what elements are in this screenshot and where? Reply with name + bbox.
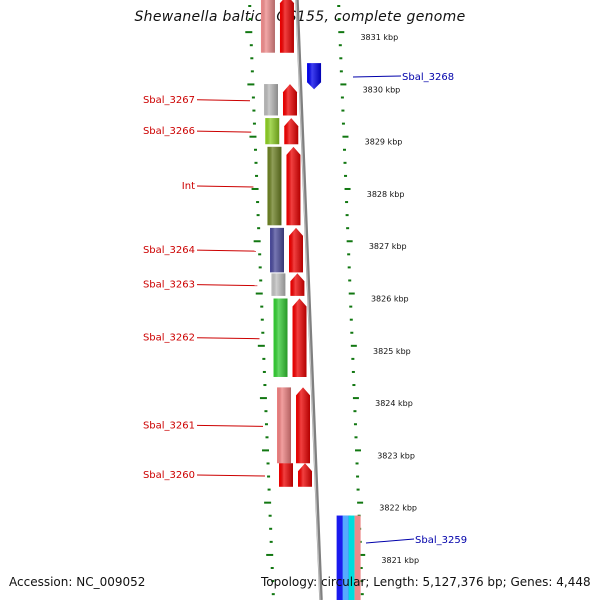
kbp-label: 3821 kbp	[381, 556, 419, 565]
gene-label-sbal_3267: Sbal_3267	[143, 95, 195, 106]
kbp-label: 3827 kbp	[369, 242, 407, 251]
gene-block-shade	[271, 273, 286, 296]
reverse-gene-block	[354, 515, 361, 600]
forward-gene-arrow-shade	[282, 84, 297, 116]
gene-label-sbal_3264: Sbal_3264	[143, 245, 195, 256]
gene-block-shade	[267, 146, 282, 226]
accession-label: Accession: NC_009052	[9, 575, 146, 589]
gene-label-leader	[196, 284, 258, 287]
kbp-label: 3823 kbp	[377, 451, 415, 460]
backbone-line	[295, 0, 323, 600]
gene-label-int: Int	[182, 181, 195, 192]
genome-summary: Topology: circular; Length: 5,127,376 bp…	[261, 575, 591, 589]
gene-block-shade	[273, 298, 288, 377]
gene-label-sbal_3268: Sbal_3268	[402, 72, 454, 83]
backbone-highlight	[295, 0, 321, 600]
gene-label-leader	[352, 75, 402, 78]
forward-gene-arrow-shade	[290, 273, 305, 296]
forward-gene-arrow-shade	[292, 298, 307, 377]
kbp-label: 3829 kbp	[365, 138, 403, 147]
kbp-label: 3824 kbp	[375, 399, 413, 408]
reverse-gene-block	[342, 515, 349, 600]
forward-gene-arrow-shade	[296, 387, 311, 464]
gene-label-sbal_3262: Sbal_3262	[143, 333, 195, 344]
kbp-label: 3822 kbp	[379, 504, 417, 513]
reverse-gene-block	[348, 515, 355, 600]
gene-label-leader	[365, 538, 415, 544]
gene-label-sbal_3263: Sbal_3263	[143, 280, 195, 291]
forward-gene-arrow-shade	[279, 0, 294, 53]
gene-label-leader	[196, 130, 252, 133]
gene-block-shade	[263, 84, 278, 116]
kbp-label: 3826 kbp	[371, 295, 409, 304]
gene-block-shade	[270, 227, 285, 273]
gene-label-leader	[196, 424, 264, 427]
gene-label-leader	[196, 99, 250, 102]
kbp-label: 3830 kbp	[363, 85, 401, 94]
gene-label-leader	[196, 249, 257, 252]
gene-label-sbal_3259: Sbal_3259	[415, 535, 467, 546]
forward-gene-arrow-shade	[289, 227, 304, 273]
gene-block-shade	[265, 118, 280, 145]
kbp-label: 3825 kbp	[373, 347, 411, 356]
map-title: Shewanella baltica OS155, complete genom…	[134, 9, 466, 25]
gene-block-shade	[260, 0, 275, 53]
gene-block-shade	[279, 463, 294, 487]
gene-label-sbal_3261: Sbal_3261	[143, 420, 195, 431]
forward-gene-arrow-shade	[284, 118, 299, 145]
gene-label-leader	[196, 337, 260, 340]
forward-gene-arrow-shade	[286, 146, 301, 226]
gene-block-shade	[277, 387, 292, 464]
gene-label-sbal_3260: Sbal_3260	[143, 470, 195, 481]
gene-label-leader	[196, 474, 266, 477]
reverse-gene-arrow-shade	[307, 63, 322, 90]
kbp-label: 3831 kbp	[360, 33, 398, 42]
forward-gene-arrow-shade	[298, 463, 313, 487]
kbp-label: 3828 kbp	[367, 190, 405, 199]
gene-label-sbal_3266: Sbal_3266	[143, 126, 195, 137]
gene-label-leader	[196, 185, 254, 188]
